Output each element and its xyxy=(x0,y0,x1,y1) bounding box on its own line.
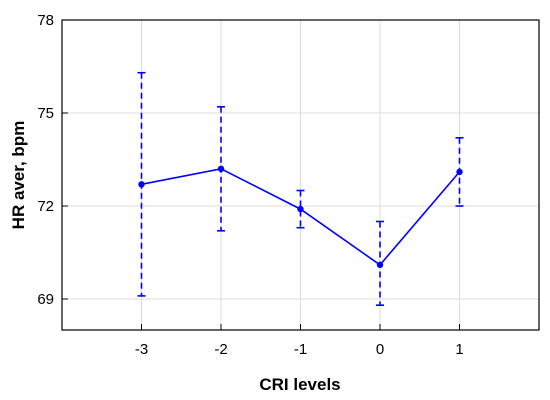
y-tick-label: 69 xyxy=(37,291,54,308)
data-point xyxy=(456,168,463,176)
data-layer xyxy=(137,71,464,307)
data-point xyxy=(217,165,225,172)
y-tick-label: 78 xyxy=(37,12,54,29)
x-tick-label: -2 xyxy=(214,341,227,358)
grid-layer xyxy=(62,20,539,330)
x-tick-label: -3 xyxy=(135,341,148,358)
data-point xyxy=(138,181,145,188)
x-axis-title: CRI levels xyxy=(259,375,340,394)
data-point xyxy=(297,205,304,213)
y-tick-label: 72 xyxy=(37,198,54,215)
y-tick-label: 75 xyxy=(37,105,54,122)
y-axis-title: HR aver, bpm xyxy=(9,121,28,230)
x-tick-label: 0 xyxy=(376,341,384,358)
data-point xyxy=(376,261,384,269)
ticks-layer: -3 -2 -1 0 1 69 72 75 78 xyxy=(37,12,463,358)
x-tick-label: 1 xyxy=(455,341,463,358)
x-tick-label: -1 xyxy=(294,341,307,358)
